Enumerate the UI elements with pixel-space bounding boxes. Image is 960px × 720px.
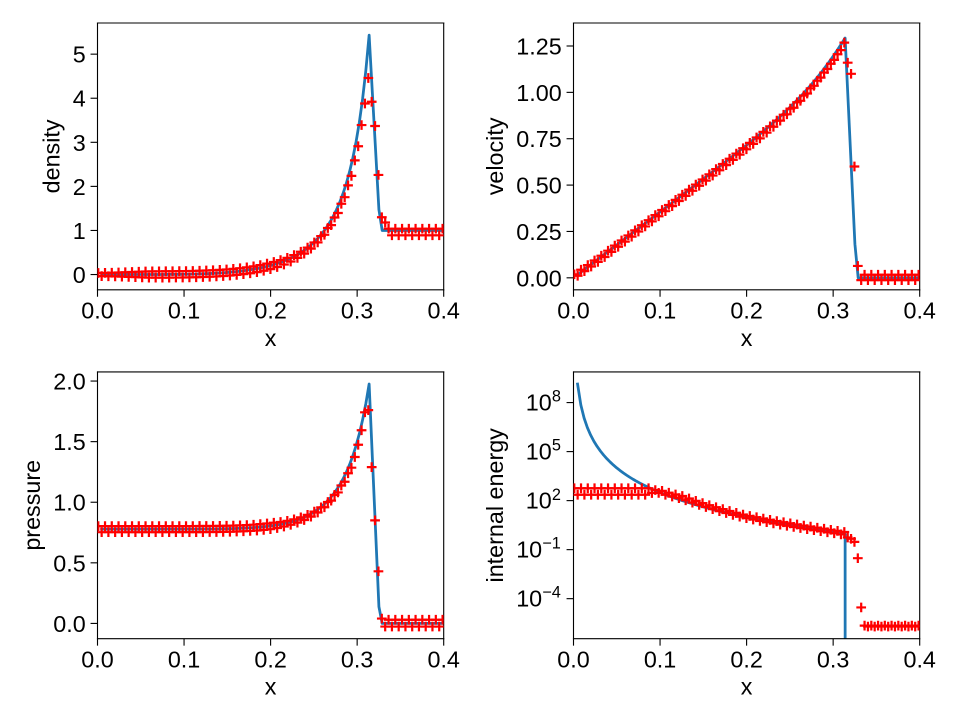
- svg-text:3: 3: [73, 130, 86, 156]
- svg-text:x: x: [265, 674, 277, 700]
- svg-text:4: 4: [73, 86, 86, 112]
- svg-text:0.75: 0.75: [516, 126, 561, 152]
- svg-text:0.3: 0.3: [341, 298, 373, 324]
- svg-text:x: x: [741, 325, 753, 351]
- svg-text:0.4: 0.4: [427, 646, 459, 672]
- svg-text:0.0: 0.0: [53, 611, 85, 637]
- svg-text:0.4: 0.4: [903, 646, 935, 672]
- svg-text:2: 2: [73, 174, 86, 200]
- svg-text:0.2: 0.2: [254, 298, 286, 324]
- svg-text:0.4: 0.4: [903, 298, 935, 324]
- svg-text:0.4: 0.4: [427, 298, 459, 324]
- svg-text:density: density: [39, 119, 65, 193]
- svg-text:0.00: 0.00: [516, 265, 561, 291]
- svg-text:0.3: 0.3: [817, 298, 849, 324]
- svg-text:0.0: 0.0: [557, 298, 589, 324]
- svg-text:0.1: 0.1: [644, 298, 676, 324]
- svg-text:x: x: [741, 674, 753, 700]
- svg-text:internal energy: internal energy: [482, 428, 508, 583]
- svg-text:1.25: 1.25: [516, 33, 561, 59]
- svg-text:0.1: 0.1: [644, 646, 676, 672]
- svg-text:2.0: 2.0: [53, 369, 85, 395]
- svg-text:0.3: 0.3: [341, 646, 373, 672]
- svg-text:5: 5: [73, 42, 86, 68]
- svg-text:1.0: 1.0: [53, 490, 85, 516]
- svg-text:0.25: 0.25: [516, 219, 561, 245]
- svg-text:velocity: velocity: [482, 117, 508, 195]
- svg-text:0.0: 0.0: [557, 646, 589, 672]
- svg-text:1 0 5: 1 0 5: [526, 437, 561, 465]
- svg-text:1 0 2: 1 0 2: [526, 486, 561, 514]
- svg-text:x: x: [265, 325, 277, 351]
- svg-text:0.1: 0.1: [168, 646, 200, 672]
- svg-text:pressure: pressure: [19, 460, 45, 551]
- svg-text:1: 1: [73, 218, 86, 244]
- svg-text:0.1: 0.1: [168, 298, 200, 324]
- svg-text:0.2: 0.2: [730, 298, 762, 324]
- svg-text:0.0: 0.0: [81, 646, 113, 672]
- svg-text:0.0: 0.0: [81, 298, 113, 324]
- svg-text:1 0 −: 1 0 − 4: [516, 578, 561, 612]
- svg-text:1.00: 1.00: [516, 80, 561, 106]
- svg-text:0.2: 0.2: [254, 646, 286, 672]
- svg-text:1 0 −: 1 0 − 1: [516, 529, 561, 563]
- svg-text:0.2: 0.2: [730, 646, 762, 672]
- svg-text:0: 0: [73, 262, 86, 288]
- svg-text:0.3: 0.3: [817, 646, 849, 672]
- svg-text:0.5: 0.5: [53, 550, 85, 576]
- svg-text:1.5: 1.5: [53, 429, 85, 455]
- svg-text:1 0 8: 1 0 8: [526, 388, 561, 416]
- svg-text:0.50: 0.50: [516, 173, 561, 199]
